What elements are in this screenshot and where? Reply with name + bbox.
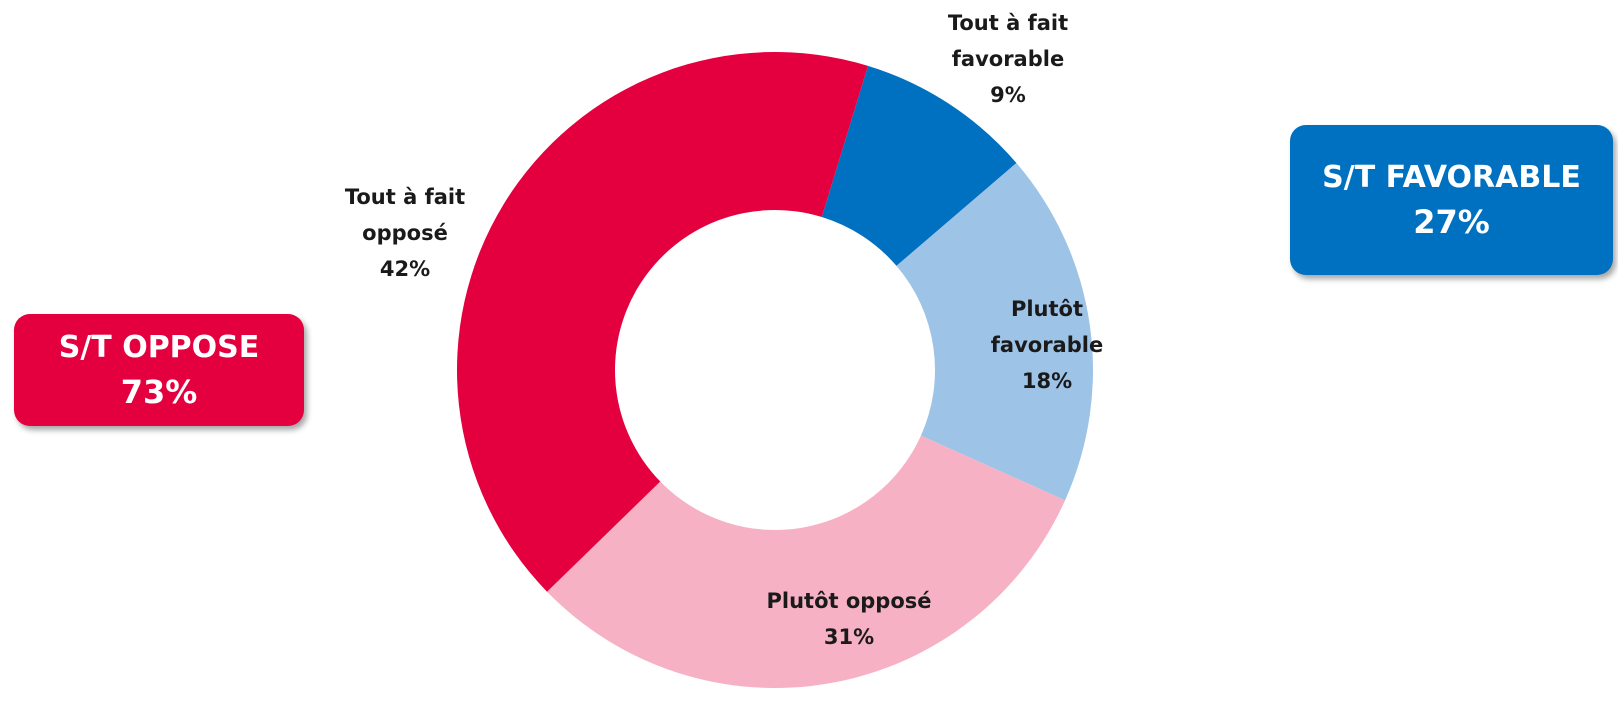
- slice-value-label: 31%: [824, 625, 874, 649]
- slice-label: Tout à fait favorable 9%: [948, 11, 1068, 107]
- subtotal-oppose-title: S/T OPPOSE: [58, 330, 260, 366]
- donut-slice: [821, 65, 1017, 266]
- subtotal-favorable-title: S/T FAVORABLE: [1322, 160, 1581, 196]
- slice-name-label: favorable: [952, 47, 1064, 71]
- slice-value-label: 42%: [380, 257, 430, 281]
- slice-name-label: Plutôt: [1011, 297, 1083, 321]
- slice-label: Tout à fait opposé 42%: [345, 185, 465, 281]
- slice-name-label: opposé: [362, 221, 448, 245]
- slice-label: Plutôt favorable 18%: [991, 297, 1103, 393]
- donut-slice: [547, 435, 1066, 688]
- slice-name-label: Tout à fait: [345, 185, 465, 209]
- subtotal-favorable-value: 27%: [1413, 203, 1490, 242]
- slice-value-label: 18%: [1022, 369, 1072, 393]
- subtotal-oppose-value: 73%: [120, 373, 198, 412]
- slice-name-label: favorable: [991, 333, 1103, 357]
- slice-value-label: 9%: [990, 83, 1026, 107]
- donut-slice: [896, 163, 1093, 501]
- subtotal-oppose-box: S/T OPPOSE 73%: [14, 314, 304, 426]
- donut-slice: [457, 51, 868, 592]
- subtotal-favorable-box: S/T FAVORABLE 27%: [1290, 125, 1613, 275]
- slice-name-label: Tout à fait: [948, 11, 1068, 35]
- slice-name-label: Plutôt opposé: [766, 589, 931, 613]
- slice-label: Plutôt opposé 31%: [766, 589, 931, 649]
